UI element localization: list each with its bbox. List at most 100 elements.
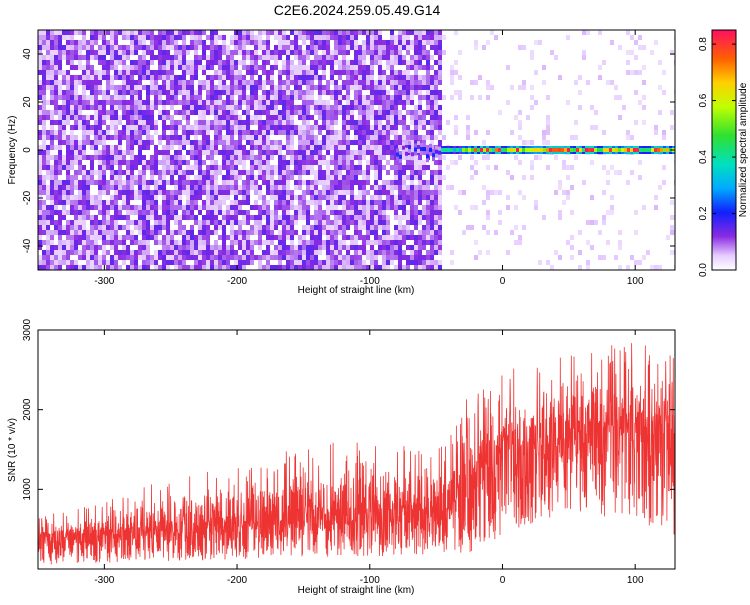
heatmap-cell [362, 80, 366, 85]
heatmap-cell [222, 35, 226, 40]
heatmap-cell [566, 195, 570, 200]
heatmap-cell [358, 70, 362, 75]
heatmap-cell [290, 240, 294, 245]
heatmap-cell [90, 245, 94, 250]
heatmap-cell [422, 260, 426, 265]
heatmap-cell [262, 50, 266, 55]
heatmap-cell [178, 90, 182, 95]
heatmap-cell [162, 220, 166, 225]
heatmap-cell [626, 130, 630, 135]
heatmap-cell [106, 265, 110, 270]
heatmap-cell [310, 80, 314, 85]
heatmap-cell [214, 30, 218, 35]
heatmap-cell [382, 240, 386, 245]
heatmap-cell [318, 235, 322, 240]
heatmap-cell [62, 260, 66, 265]
heatmap-cell [42, 75, 46, 80]
heatmap-cell [190, 165, 194, 170]
heatmap-cell [270, 80, 274, 85]
heatmap-cell [306, 125, 310, 130]
heatmap-cell [54, 265, 58, 270]
heatmap-cell [230, 145, 234, 150]
heatmap-cell [310, 235, 314, 240]
heatmap-cell [354, 120, 358, 125]
heatmap-cell [234, 45, 238, 50]
heatmap-cell [422, 55, 426, 60]
heatmap-cell [98, 200, 102, 205]
heatmap-cell [74, 205, 78, 210]
heatmap-cell [318, 115, 322, 120]
heatmap-cell [162, 130, 166, 135]
heatmap-cell [434, 125, 438, 130]
heatmap-cell [398, 110, 402, 115]
heatmap-cell [114, 115, 118, 120]
heatmap-cell [70, 80, 74, 85]
heatmap-cell [54, 225, 58, 230]
heatmap-cell [374, 60, 378, 65]
heatmap-cell [346, 45, 350, 50]
heatmap-signal-cell [504, 148, 507, 152]
heatmap-cell [70, 110, 74, 115]
heatmap-cell [38, 115, 42, 120]
heatmap-cell [418, 235, 422, 240]
heatmap-cell [158, 140, 162, 145]
heatmap-cell [58, 40, 62, 45]
heatmap-cell [126, 50, 130, 55]
heatmap-cell [518, 110, 522, 115]
heatmap-cell [390, 165, 394, 170]
heatmap-cell [358, 225, 362, 230]
heatmap-cell [246, 50, 250, 55]
heatmap-cell [658, 85, 662, 90]
heatmap-cell [94, 90, 98, 95]
heatmap-cell [466, 135, 470, 140]
heatmap-cell [182, 240, 186, 245]
heatmap-cell [178, 110, 182, 115]
heatmap-cell [66, 70, 70, 75]
heatmap-cell [42, 205, 46, 210]
heatmap-cell [414, 80, 418, 85]
heatmap-cell [90, 70, 94, 75]
heatmap-cell [238, 255, 242, 260]
heatmap-cell [378, 40, 382, 45]
heatmap-cell [182, 205, 186, 210]
heatmap-cell [230, 50, 234, 55]
heatmap-cell [74, 75, 78, 80]
heatmap-cell [434, 195, 438, 200]
heatmap-cell [410, 165, 414, 170]
heatmap-cell [82, 195, 86, 200]
heatmap-cell [218, 80, 222, 85]
heatmap-cell [98, 55, 102, 60]
heatmap-cell [94, 50, 98, 55]
heatmap-cell [118, 140, 122, 145]
heatmap-cell [302, 210, 306, 215]
heatmap-cell [346, 130, 350, 135]
heatmap-cell [78, 105, 82, 110]
heatmap-cell [130, 150, 134, 155]
heatmap-cell [98, 140, 102, 145]
heatmap-cell [266, 145, 270, 150]
heatmap-cell [338, 100, 342, 105]
heatmap-cell [426, 190, 430, 195]
heatmap-cell [70, 195, 74, 200]
heatmap-cell [222, 140, 226, 145]
heatmap-cell [250, 60, 254, 65]
heatmap-cell [82, 240, 86, 245]
heatmap-cell [274, 190, 278, 195]
heatmap-cell [334, 185, 338, 190]
heatmap-cell [530, 85, 534, 90]
heatmap-cell [166, 50, 170, 55]
heatmap-cell [430, 225, 434, 230]
heatmap-cell [366, 225, 370, 230]
heatmap-cell [458, 95, 462, 100]
heatmap-cell [42, 260, 46, 265]
heatmap-cell [250, 130, 254, 135]
heatmap-cell [282, 70, 286, 75]
heatmap-cell [158, 190, 162, 195]
heatmap-cell [250, 55, 254, 60]
heatmap-cell [194, 265, 198, 270]
heatmap-cell [258, 195, 262, 200]
heatmap-cell [354, 250, 358, 255]
heatmap-cell [214, 95, 218, 100]
heatmap-cell [398, 85, 402, 90]
